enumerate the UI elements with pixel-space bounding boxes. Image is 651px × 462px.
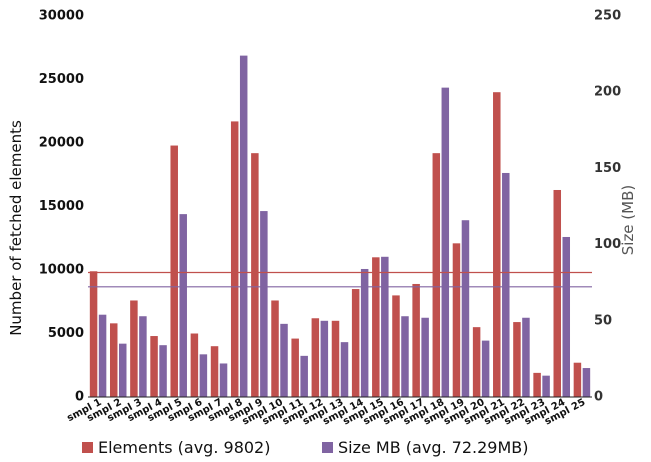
y-tick-right: 50	[594, 313, 612, 328]
bar-size-8	[239, 55, 248, 398]
left-axis-ticks: 0 5000 10000 15000 20000 25000 30000	[39, 9, 84, 405]
bar-size-11	[300, 355, 308, 397]
bar-elements-21	[493, 92, 501, 397]
bar-size-15	[381, 256, 389, 397]
bar-size-5	[179, 214, 187, 397]
bar-elements-11	[291, 338, 299, 397]
bar-elements-23	[533, 372, 541, 397]
bar-elements-18	[432, 153, 441, 397]
bar-size-18	[441, 87, 450, 397]
bar-elements-22	[513, 322, 521, 397]
bar-size-20	[481, 340, 490, 397]
y-tick-left: 15000	[39, 199, 84, 214]
bar-elements-19	[452, 243, 461, 397]
bar-size-3	[139, 316, 147, 397]
bar-elements-1	[89, 271, 98, 397]
bar-elements-2	[109, 323, 118, 397]
bar-elements-6	[190, 333, 199, 397]
average-lines	[88, 271, 592, 288]
bar-size-17	[421, 317, 429, 397]
bar-elements-8	[230, 121, 239, 397]
bar-size-14	[360, 268, 369, 397]
y-axis-label-right: Size (MB)	[619, 185, 637, 256]
legend-label-size: Size MB (avg. 72.29MB)	[338, 438, 528, 457]
bar-elements-20	[472, 327, 481, 397]
bar-elements-14	[351, 289, 360, 397]
bar-size-24	[562, 236, 571, 397]
bars-layer	[89, 55, 591, 398]
bar-size-10	[280, 323, 288, 397]
bar-size-22	[522, 317, 530, 397]
bar-size-25	[582, 368, 591, 397]
bar-elements-7	[210, 346, 219, 397]
y-tick-left: 10000	[39, 263, 84, 278]
y-tick-left: 30000	[39, 9, 84, 24]
bar-elements-17	[412, 283, 420, 397]
bar-elements-15	[372, 257, 380, 397]
bar-elements-3	[130, 300, 138, 397]
y-tick-right: 0	[594, 390, 603, 405]
legend: Elements (avg. 9802) Size MB (avg. 72.29…	[82, 438, 528, 457]
legend-label-elements: Elements (avg. 9802)	[98, 438, 270, 457]
legend-swatch-size	[322, 442, 333, 453]
bar-elements-9	[251, 153, 259, 397]
bar-size-6	[199, 354, 208, 397]
bar-elements-4	[150, 336, 158, 397]
bar-elements-24	[553, 189, 562, 397]
bar-size-16	[401, 316, 409, 397]
bar-elements-5	[170, 145, 178, 397]
bar-size-2	[118, 343, 127, 397]
y-tick-right: 150	[594, 161, 621, 176]
bar-elements-25	[573, 362, 582, 397]
bar-size-21	[502, 172, 510, 397]
right-axis-ticks: 0 50 100 150 200 250	[594, 9, 621, 405]
bar-size-23	[542, 375, 550, 397]
bar-size-4	[159, 345, 167, 397]
bar-size-12	[320, 320, 329, 397]
bar-size-13	[340, 342, 349, 397]
y-tick-right: 250	[594, 9, 621, 24]
y-tick-left: 0	[75, 390, 84, 405]
y-tick-right: 100	[594, 237, 621, 252]
y-tick-left: 25000	[39, 72, 84, 87]
bar-elements-16	[392, 295, 400, 397]
bar-elements-10	[271, 300, 279, 397]
y-axis-label-left: Number of fetched elements	[7, 120, 25, 336]
y-tick-right: 200	[594, 85, 621, 100]
bar-size-7	[219, 363, 228, 397]
bar-size-9	[260, 211, 268, 397]
y-tick-left: 20000	[39, 136, 84, 151]
bar-size-19	[461, 220, 470, 397]
bar-elements-13	[331, 320, 340, 397]
legend-swatch-elements	[82, 442, 93, 453]
bar-elements-12	[311, 318, 320, 397]
y-tick-left: 5000	[48, 326, 84, 341]
bar-size-1	[98, 314, 107, 397]
